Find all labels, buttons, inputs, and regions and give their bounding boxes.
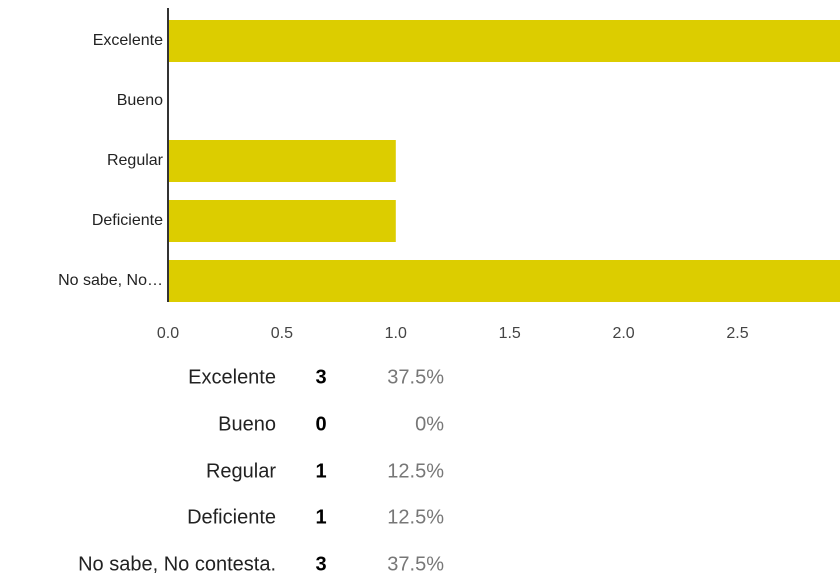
y-tick-label: Deficiente: [92, 212, 163, 229]
row-label: No sabe, No contesta.: [78, 553, 276, 575]
row-label: Deficiente: [187, 506, 276, 528]
row-label: Bueno: [218, 413, 276, 435]
row-count: 0: [315, 413, 326, 435]
row-count: 1: [315, 506, 326, 528]
bar: [168, 140, 396, 182]
y-tick-label: No sabe, No…: [58, 272, 163, 289]
row-percent: 37.5%: [387, 366, 444, 388]
x-tick-label: 0.0: [157, 325, 179, 342]
row-percent: 12.5%: [387, 460, 444, 482]
row-count: 1: [315, 460, 326, 482]
x-tick-label: 1.0: [385, 325, 407, 342]
row-count: 3: [315, 366, 326, 388]
x-tick-label: 1.5: [499, 325, 521, 342]
y-tick-label: Excelente: [93, 32, 163, 49]
y-tick-label: Bueno: [117, 92, 163, 109]
x-tick-label: 2.5: [726, 325, 748, 342]
row-label: Excelente: [188, 366, 276, 388]
bar: [168, 260, 840, 302]
y-tick-label: Regular: [107, 152, 164, 169]
bar: [168, 200, 396, 242]
bar: [168, 20, 840, 62]
x-tick-label: 2.0: [612, 325, 634, 342]
row-percent: 12.5%: [387, 506, 444, 528]
row-label: Regular: [206, 460, 276, 482]
x-tick-label: 0.5: [271, 325, 293, 342]
row-percent: 37.5%: [387, 553, 444, 575]
row-percent: 0%: [415, 413, 444, 435]
row-count: 3: [315, 553, 326, 575]
